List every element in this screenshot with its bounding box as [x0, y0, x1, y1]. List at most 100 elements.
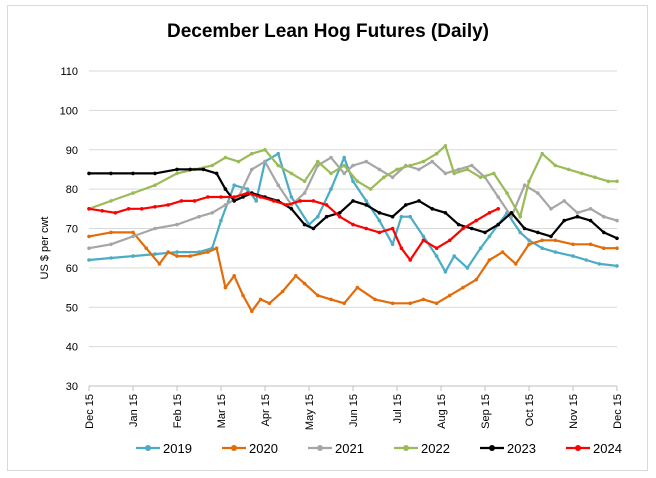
x-tick-label: Apr 15 — [260, 394, 272, 426]
data-point-2024 — [219, 195, 223, 199]
data-point-2021 — [549, 207, 553, 211]
data-point-2021 — [377, 167, 382, 172]
data-point-2020 — [448, 293, 452, 298]
data-point-2023 — [417, 199, 421, 203]
data-point-2023 — [188, 167, 192, 172]
data-point-2022 — [236, 159, 241, 164]
legend-marker-2024 — [575, 445, 581, 451]
data-point-2022 — [615, 179, 619, 184]
data-point-2021 — [364, 159, 369, 164]
data-point-2024 — [351, 222, 355, 227]
data-point-2021 — [443, 171, 448, 176]
data-point-2019 — [289, 195, 294, 199]
x-tick-label: Feb 15 — [172, 394, 184, 428]
legend-marker-2020 — [231, 445, 237, 451]
data-point-2022 — [465, 167, 470, 172]
data-point-2019 — [399, 214, 404, 219]
data-point-2020 — [615, 246, 619, 250]
data-point-2024 — [179, 199, 184, 203]
data-point-2020 — [294, 274, 298, 278]
y-tick-label: 60 — [66, 263, 78, 275]
data-point-2020 — [390, 301, 395, 306]
data-point-2021 — [615, 218, 619, 223]
data-point-2020 — [474, 277, 479, 282]
data-point-2024 — [166, 203, 170, 207]
data-point-2021 — [496, 195, 501, 199]
data-point-2024 — [434, 246, 439, 250]
y-tick-label: 100 — [60, 105, 78, 117]
data-point-2024 — [285, 203, 289, 207]
data-point-2019 — [615, 264, 619, 268]
data-point-2022 — [492, 171, 496, 176]
y-axis-ticks: 30 40 50 60 70 80 90 100 110 — [60, 66, 78, 393]
data-point-2019 — [329, 187, 333, 191]
data-point-2019 — [408, 214, 413, 219]
data-point-2022 — [153, 183, 157, 187]
data-point-2022 — [566, 167, 571, 172]
data-point-2019 — [452, 254, 457, 258]
data-point-2022 — [434, 151, 439, 156]
data-point-2020 — [241, 293, 245, 298]
legend-label-2024: 2024 — [593, 441, 622, 456]
data-point-2021 — [109, 242, 113, 247]
data-point-2020 — [421, 297, 426, 302]
data-point-2019 — [518, 230, 522, 235]
data-point-2023 — [338, 211, 342, 215]
data-point-2024 — [496, 207, 501, 211]
series-lines — [87, 144, 619, 314]
data-point-2024 — [113, 211, 118, 215]
data-point-2023 — [602, 230, 606, 235]
data-point-2019 — [254, 199, 258, 203]
data-point-2019 — [478, 246, 483, 250]
x-tick-label: Dec 15 — [84, 394, 96, 429]
data-point-2024 — [192, 199, 197, 203]
data-point-2019 — [219, 218, 223, 223]
data-point-2020 — [223, 285, 228, 290]
data-point-2021 — [509, 214, 514, 219]
data-point-2023 — [324, 214, 329, 219]
series-line-2021 — [88, 156, 618, 250]
legend-label-2020: 2020 — [249, 441, 278, 456]
legend-label-2019: 2019 — [163, 441, 192, 456]
data-point-2020 — [514, 262, 518, 266]
data-point-2024 — [324, 203, 329, 207]
data-point-2021 — [210, 211, 214, 215]
y-tick-label: 90 — [66, 145, 78, 157]
data-point-2023 — [615, 236, 619, 241]
data-point-2020 — [588, 242, 593, 247]
data-point-2023 — [536, 230, 540, 235]
data-point-2019 — [465, 266, 470, 270]
data-point-2022 — [368, 187, 373, 191]
series-line-2020 — [88, 231, 617, 313]
x-tick-label: Aug 15 — [436, 394, 448, 429]
data-point-2024 — [153, 205, 157, 209]
data-point-2019 — [351, 179, 355, 184]
data-point-2023 — [351, 199, 355, 203]
data-point-2022 — [580, 171, 584, 176]
data-point-2020 — [109, 230, 113, 235]
data-point-2019 — [131, 254, 135, 258]
data-point-2024 — [206, 195, 210, 199]
data-point-2022 — [553, 163, 558, 168]
data-point-2020 — [602, 246, 606, 250]
data-point-2019 — [553, 250, 558, 254]
data-point-2021 — [342, 171, 347, 176]
data-point-2020 — [302, 281, 307, 286]
data-point-2024 — [258, 195, 263, 199]
data-point-2023 — [175, 167, 179, 172]
data-point-2020 — [553, 238, 558, 243]
data-point-2020 — [342, 301, 347, 306]
data-point-2023 — [201, 167, 206, 172]
data-point-2022 — [452, 171, 457, 176]
legend-marker-2021 — [317, 445, 323, 451]
data-point-2022 — [342, 163, 347, 168]
data-point-2023 — [456, 222, 461, 227]
data-point-2023 — [241, 195, 245, 199]
data-point-2024 — [126, 207, 131, 211]
data-point-2024 — [338, 214, 342, 219]
data-point-2023 — [153, 171, 157, 176]
data-point-2021 — [263, 159, 267, 164]
data-point-2024 — [408, 258, 413, 262]
data-point-2023 — [289, 207, 294, 211]
data-point-2020 — [316, 293, 320, 298]
